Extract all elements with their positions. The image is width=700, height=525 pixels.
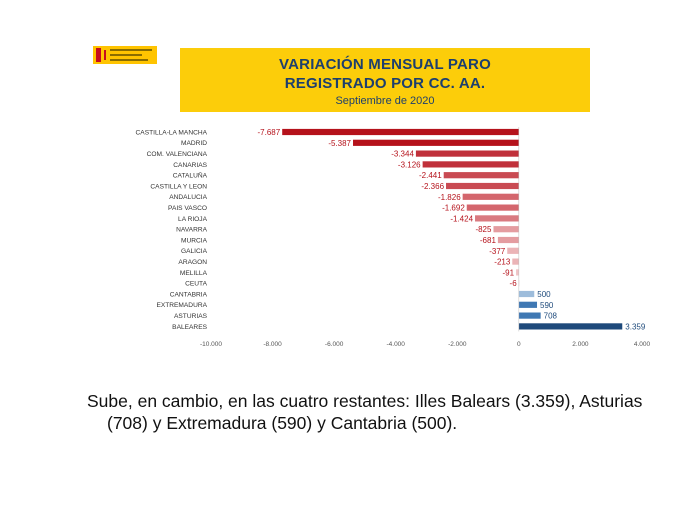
x-tick-label: 4.000 (634, 341, 651, 348)
bar (462, 193, 519, 200)
category-label: CASTILLA-LA MANCHA (136, 129, 208, 136)
category-label: ASTURIAS (174, 313, 208, 320)
data-label: -2.366 (421, 182, 444, 191)
data-label: 3.359 (625, 322, 646, 331)
category-label: LA RIOJA (178, 216, 208, 223)
x-tick-label: 0 (517, 341, 521, 348)
bar (282, 128, 519, 136)
bar (512, 258, 519, 265)
chart-title-banner: VARIACIÓN MENSUAL PARO REGISTRADO POR CC… (180, 48, 590, 112)
bar (518, 290, 535, 298)
category-label: MURCIA (181, 237, 208, 244)
bar (497, 236, 519, 244)
category-label: CEUTA (185, 281, 207, 288)
data-label: -2.441 (419, 171, 442, 180)
category-label: NAVARRA (176, 227, 207, 234)
category-label: ANDALUCIA (169, 194, 207, 201)
x-tick-label: -10.000 (200, 341, 222, 348)
category-label: BALEARES (172, 324, 207, 331)
bar (518, 323, 623, 330)
bar (475, 215, 519, 222)
x-tick-label: 2.000 (572, 341, 589, 348)
category-label: CASTILLA Y LEON (150, 183, 207, 190)
data-label: -6 (510, 279, 518, 288)
data-label: -3.126 (398, 160, 421, 169)
x-tick-label: -6.000 (325, 341, 344, 348)
logo-text-line (110, 54, 142, 56)
bar (443, 172, 519, 179)
data-label: -3.344 (391, 150, 414, 159)
government-logo (93, 46, 157, 64)
logo-flag-stripe (96, 48, 101, 62)
data-label: -1.692 (442, 204, 465, 213)
bar (446, 182, 519, 190)
data-label: 708 (544, 312, 558, 321)
category-label: EXTREMADURA (156, 302, 207, 309)
category-label: GALICIA (181, 248, 208, 255)
category-label: CANTABRIA (170, 291, 208, 298)
bar (422, 161, 519, 168)
data-label: 590 (540, 301, 554, 310)
bar (518, 312, 541, 319)
x-tick-label: -2.000 (448, 341, 467, 348)
data-label: -7.687 (258, 128, 281, 137)
data-label: -681 (480, 236, 497, 245)
logo-text-line (110, 59, 148, 61)
category-label: CATALUÑA (173, 171, 208, 180)
bar (415, 150, 519, 157)
bar (353, 139, 519, 146)
data-label: -1.424 (450, 214, 473, 223)
x-tick-label: -4.000 (386, 341, 405, 348)
data-label: -377 (489, 247, 506, 256)
bar (466, 204, 519, 211)
category-label: CANARIAS (173, 162, 207, 169)
category-label: COM. VALENCIANA (147, 151, 208, 158)
category-label: PAIS VASCO (168, 205, 207, 212)
caption-line2: (708) y Extremadura (590) y Cantabria (5… (107, 413, 458, 433)
caption-text: Sube, en cambio, en las cuatro restantes… (87, 390, 692, 434)
chart-title-line1: VARIACIÓN MENSUAL PARO (279, 56, 491, 73)
data-label: -825 (475, 225, 492, 234)
chart-title-line2: REGISTRADO POR CC. AA. (284, 75, 486, 92)
data-label: -1.826 (438, 193, 461, 202)
bar (516, 269, 519, 276)
data-label: 500 (537, 290, 551, 299)
bar (493, 226, 519, 233)
logo-crest-shape (104, 50, 106, 60)
category-label: MADRID (181, 140, 207, 147)
data-label: -213 (494, 258, 511, 267)
bar (518, 301, 538, 308)
chart-subtitle: Septiembre de 2020 (335, 95, 435, 107)
bar-chart: -10.000 -8.000 -6.000 -4.000 -2.000 0 2.000 4.0… (136, 127, 651, 348)
data-label: -5.387 (328, 139, 351, 148)
category-label: ARAGON (178, 259, 207, 266)
bar (507, 247, 519, 254)
caption-line1: Sube, en cambio, en las cuatro restantes… (87, 391, 643, 411)
category-label: MELILLA (180, 270, 208, 277)
data-label: -91 (502, 268, 514, 277)
logo-text-line (110, 49, 152, 51)
x-tick-label: -8.000 (263, 341, 282, 348)
